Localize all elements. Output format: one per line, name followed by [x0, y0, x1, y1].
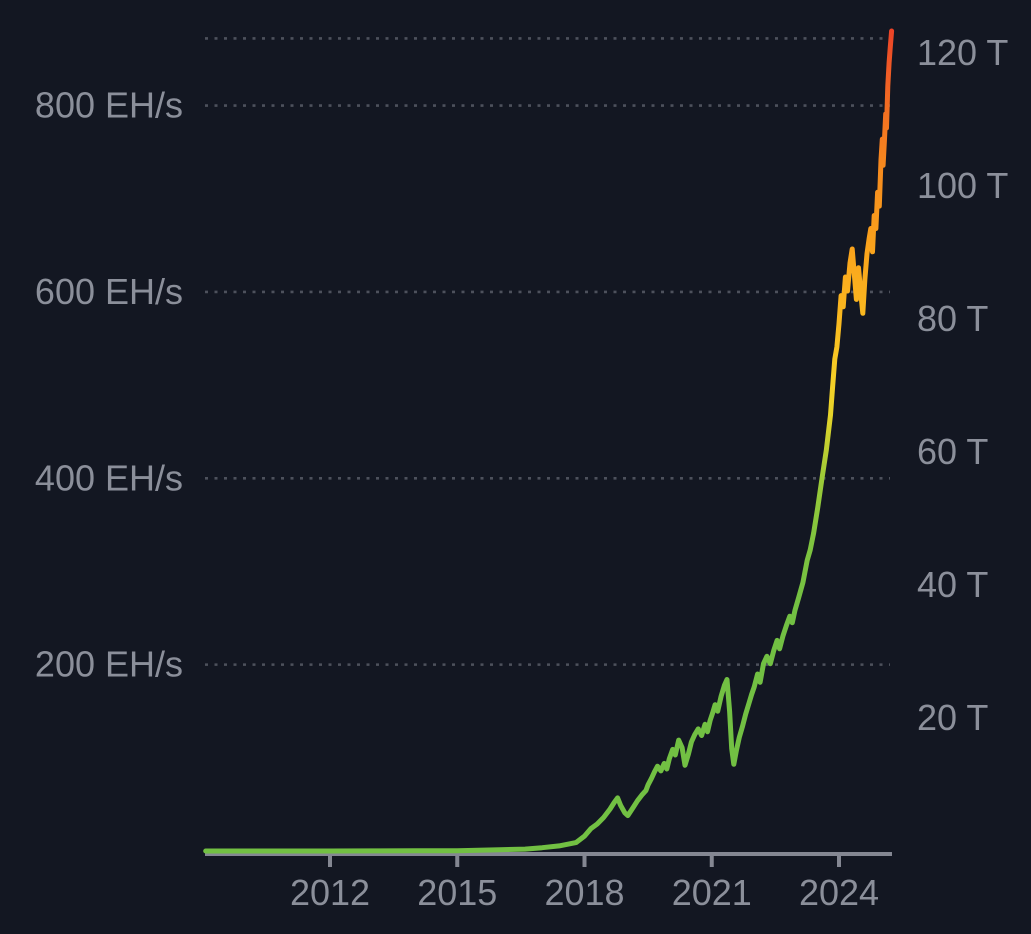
- y-right-tick-label: 60 T: [917, 431, 988, 472]
- x-tick-label: 2024: [799, 872, 879, 913]
- y-left-tick-label: 600 EH/s: [35, 271, 183, 312]
- axis-labels: 2012 2015 2018 2021 2024 200 EH/s 400 EH/s 600 …: [35, 32, 1008, 913]
- y-left-tick-label: 800 EH/s: [35, 85, 183, 126]
- y-right-tick-label: 40 T: [917, 564, 988, 605]
- y-right-tick-label: 80 T: [917, 298, 988, 339]
- x-tick-label: 2012: [290, 872, 370, 913]
- y-left-tick-label: 400 EH/s: [35, 457, 183, 498]
- y-right-tick-label: 20 T: [917, 697, 988, 738]
- gridlines: [205, 37, 890, 666]
- data-series: [203, 28, 895, 854]
- axes: [205, 852, 892, 867]
- x-tick-label: 2015: [417, 872, 497, 913]
- chart-plot-area[interactable]: [205, 31, 892, 855]
- y-left-tick-label: 200 EH/s: [35, 644, 183, 685]
- x-tick-label: 2018: [544, 872, 624, 913]
- x-tick-label: 2021: [672, 872, 752, 913]
- y-right-tick-label: 120 T: [917, 32, 1008, 73]
- hashrate-line: [203, 28, 895, 854]
- y-right-tick-label: 100 T: [917, 165, 1008, 206]
